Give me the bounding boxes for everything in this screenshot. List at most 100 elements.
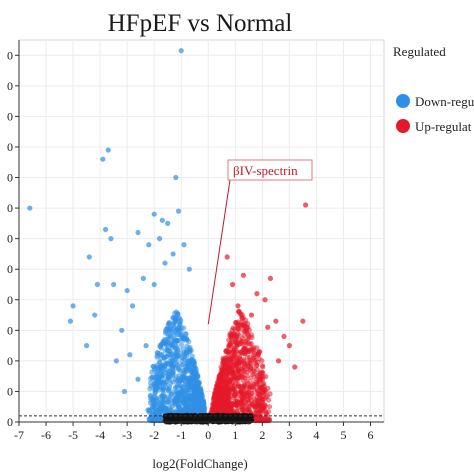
data-point <box>156 236 163 242</box>
dense-point <box>150 363 157 369</box>
dense-point <box>176 404 182 410</box>
dense-point <box>192 408 198 414</box>
dense-point <box>186 339 192 345</box>
dense-point <box>171 320 177 326</box>
dense-point <box>166 375 172 381</box>
legend-title: Regulated <box>393 44 446 59</box>
data-point <box>229 281 236 288</box>
data-point <box>165 220 171 226</box>
legend-label: Down-regula <box>415 94 474 109</box>
x-tick-label: -5 <box>68 428 78 442</box>
data-point <box>265 324 271 330</box>
dense-point <box>261 388 267 395</box>
data-point <box>113 358 119 364</box>
dense-point <box>245 347 252 353</box>
data-point <box>254 291 260 297</box>
dense-point <box>160 340 167 347</box>
x-tick-label: 0 <box>205 428 211 442</box>
dense-point <box>178 342 185 348</box>
dense-point <box>160 398 166 404</box>
dense-point <box>244 336 251 343</box>
dense-point <box>212 403 219 409</box>
dense-point <box>244 373 250 379</box>
dense-point <box>266 404 273 410</box>
annotation-label: βIV-spectrin <box>233 163 298 178</box>
legend-swatch <box>396 119 410 133</box>
annotation-leader <box>207 179 231 325</box>
dense-point <box>256 402 262 408</box>
x-tick-label: -3 <box>122 428 132 442</box>
data-point <box>159 217 165 223</box>
dense-point <box>160 385 167 391</box>
y-tick-label: 0 <box>7 384 13 398</box>
dense-point <box>236 308 242 315</box>
plot-area <box>18 39 385 423</box>
y-tick-label: 0 <box>7 415 13 429</box>
dense-point <box>250 352 257 358</box>
dense-point <box>234 377 240 384</box>
dense-point <box>147 392 154 398</box>
x-tick-label: -6 <box>41 428 51 442</box>
dense-point <box>247 360 253 366</box>
dense-point <box>217 381 223 387</box>
ns-point <box>239 414 246 420</box>
dense-point <box>171 358 177 364</box>
dense-point <box>157 344 163 350</box>
dense-point <box>221 385 228 392</box>
dense-point <box>159 364 166 371</box>
dense-point <box>267 391 273 397</box>
grid-lines <box>18 40 384 423</box>
dense-point <box>258 376 264 383</box>
data-point <box>248 312 255 318</box>
data-point <box>143 343 149 349</box>
dense-point <box>181 336 187 342</box>
y-tick-label: 0 <box>7 293 13 307</box>
y-tick-label: 0 <box>7 48 13 62</box>
data-point <box>140 275 146 281</box>
dense-point <box>248 332 254 338</box>
y-tick-label: 0 <box>7 109 13 123</box>
ns-point <box>179 418 185 424</box>
data-point <box>281 333 287 340</box>
data-point <box>124 287 130 294</box>
dense-point <box>177 319 183 325</box>
dense-point <box>228 400 234 406</box>
dense-point <box>198 387 204 393</box>
chart-title: HFpEF vs Normal <box>108 10 293 37</box>
x-tick-label: -4 <box>95 428 105 442</box>
dense-point <box>257 371 263 377</box>
dense-point <box>182 331 189 337</box>
dense-point <box>180 391 187 398</box>
dense-point <box>173 384 179 390</box>
dense-point <box>222 366 228 372</box>
data-point <box>121 388 128 395</box>
x-tick-label: 6 <box>367 428 373 442</box>
ns-point <box>174 417 180 423</box>
dense-point <box>262 407 268 413</box>
x-axis-label: log2(FoldChange) <box>152 456 247 471</box>
x-tick-label: -7 <box>14 428 24 442</box>
dense-point <box>242 389 248 395</box>
dense-point <box>239 401 245 407</box>
dense-point <box>266 397 272 403</box>
dense-point <box>168 334 174 340</box>
ns-point <box>231 416 237 422</box>
dense-point <box>152 386 159 392</box>
dense-point <box>193 384 199 390</box>
dense-point <box>262 402 268 408</box>
dense-point <box>246 385 252 391</box>
y-tick-label: 0 <box>7 262 13 276</box>
dense-point <box>181 325 187 331</box>
dense-point <box>252 396 258 402</box>
data-point <box>173 174 179 181</box>
dense-point <box>251 348 257 354</box>
dense-point <box>190 366 196 372</box>
dense-point <box>229 349 235 355</box>
dense-point <box>223 348 229 354</box>
dense-point <box>154 398 160 404</box>
y-tick-label: 0 <box>7 354 13 368</box>
dense-point <box>146 408 152 414</box>
dense-point <box>164 337 171 343</box>
dense-point <box>225 362 231 368</box>
